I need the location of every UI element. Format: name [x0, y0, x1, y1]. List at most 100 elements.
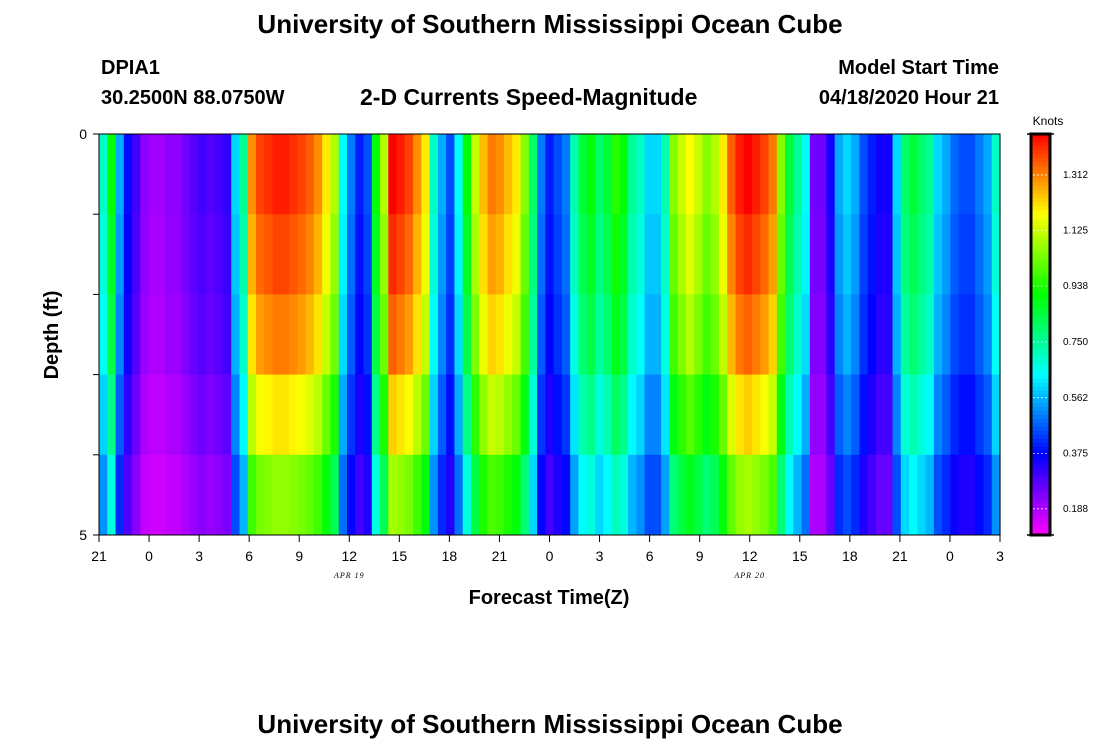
heatmap-cell: [933, 374, 943, 456]
heatmap-cell: [603, 214, 613, 295]
colorbar-tick-label: 1.125: [1063, 226, 1088, 237]
heatmap-cell: [702, 374, 712, 456]
heatmap-cell: [330, 134, 340, 215]
heatmap-cell: [256, 294, 265, 375]
heatmap-cell: [123, 214, 133, 295]
colorbar-segment: [1031, 366, 1050, 372]
heatmap-cell: [694, 374, 704, 456]
colorbar-segment: [1031, 454, 1050, 460]
heatmap-cell: [917, 134, 927, 215]
heatmap-cell: [247, 214, 257, 295]
heatmap-cell: [338, 374, 348, 456]
heatmap-cell: [925, 454, 935, 536]
heatmap-cell: [685, 294, 695, 375]
heatmap-cell: [189, 134, 199, 215]
x-tick-label: 6: [245, 548, 253, 564]
heatmap-cell: [718, 374, 728, 456]
heatmap-cell: [694, 294, 704, 375]
heatmap-chart: 21 0 3 6 9 12 15 18 21 0 3 6 9 12 15 18 21 0 3 APR 19 APR 20…: [41, 114, 1088, 609]
heatmap-cell: [818, 214, 828, 295]
x-tick-label: 21: [492, 548, 508, 564]
heatmap-cell: [396, 214, 406, 295]
heatmap-cell: [165, 374, 174, 456]
heatmap-cell: [181, 294, 191, 375]
heatmap-cell: [421, 454, 431, 536]
heatmap-cell: [975, 294, 985, 375]
heatmap-cell: [165, 214, 174, 295]
heatmap-cell: [859, 374, 869, 456]
heatmap-cell: [628, 134, 637, 215]
colorbar-segment: [1031, 486, 1050, 492]
heatmap-cell: [198, 134, 208, 215]
heatmap-cell: [710, 134, 720, 215]
heatmap-cell: [231, 294, 241, 375]
heatmap-cell: [528, 454, 538, 536]
heatmap-cell: [644, 374, 654, 456]
x-tick-label: 3: [195, 548, 203, 564]
heatmap-cell: [363, 294, 373, 375]
heatmap-cell: [735, 214, 745, 295]
heatmap-cell: [421, 294, 431, 375]
heatmap-cell: [313, 454, 323, 536]
colorbar-segment: [1031, 290, 1050, 295]
heatmap-cell: [735, 374, 745, 456]
heatmap-cell: [570, 214, 580, 295]
heatmap-cell: [355, 454, 365, 536]
heatmap-cell: [611, 374, 621, 456]
heatmap-cell: [710, 214, 720, 295]
heatmap-cell: [388, 294, 398, 375]
heatmap-cell: [330, 294, 340, 375]
heatmap-cell: [338, 134, 348, 215]
heatmap-cell: [222, 214, 232, 295]
heatmap-cell: [107, 214, 117, 295]
colorbar-segment: [1031, 222, 1050, 227]
model-start-label: Model Start Time: [838, 57, 999, 79]
heatmap-cell: [561, 134, 571, 215]
heatmap-cell: [966, 454, 976, 536]
heatmap-cell: [280, 214, 290, 295]
heatmap-cell: [115, 294, 125, 375]
heatmap-cell: [917, 454, 927, 536]
heatmap-cell: [933, 294, 943, 375]
heatmap-cell: [570, 374, 580, 456]
heatmap-cell: [454, 294, 464, 375]
heatmap-cell: [206, 454, 216, 536]
colorbar-segment: [1031, 510, 1050, 516]
heatmap-cell: [355, 214, 365, 295]
heatmap-cell: [173, 214, 183, 295]
heatmap-cell: [470, 134, 480, 215]
heatmap-cell: [495, 294, 505, 375]
heatmap-cell: [867, 134, 877, 215]
colorbar-segment: [1031, 246, 1050, 251]
heatmap-cell: [148, 454, 158, 536]
heatmap-cell: [264, 294, 274, 375]
heatmap-cell: [222, 294, 232, 375]
heatmap-cell: [950, 214, 960, 295]
heatmap-cell: [512, 294, 522, 375]
heatmap-cell: [520, 454, 530, 536]
heatmap-cell: [404, 294, 414, 375]
heatmap-cell: [413, 134, 422, 215]
heatmap-cell: [198, 374, 208, 456]
x-tick-label: 15: [392, 548, 408, 564]
heatmap-cell: [264, 214, 274, 295]
heatmap-cell: [256, 374, 265, 456]
heatmap-cell: [396, 454, 406, 536]
heatmap-cell: [247, 134, 257, 215]
heatmap-cell: [727, 134, 737, 215]
heatmap-cell: [983, 294, 993, 375]
heatmap-cell: [421, 134, 431, 215]
heatmap-cell: [842, 454, 852, 536]
heatmap-cell: [958, 374, 968, 456]
heatmap-cell: [165, 294, 174, 375]
chart-title: University of Southern Mississippi Ocean…: [257, 9, 843, 39]
colorbar-segment: [1031, 438, 1050, 444]
heatmap-cell: [165, 134, 174, 215]
heatmap-cell: [504, 214, 513, 295]
heatmap-cell: [256, 214, 265, 295]
colorbar-segment: [1031, 186, 1050, 191]
heatmap-cell: [884, 134, 894, 215]
heatmap-cell: [752, 134, 761, 215]
heatmap-cell: [512, 134, 522, 215]
footer-title: University of Southern Mississippi Ocean…: [257, 709, 843, 739]
